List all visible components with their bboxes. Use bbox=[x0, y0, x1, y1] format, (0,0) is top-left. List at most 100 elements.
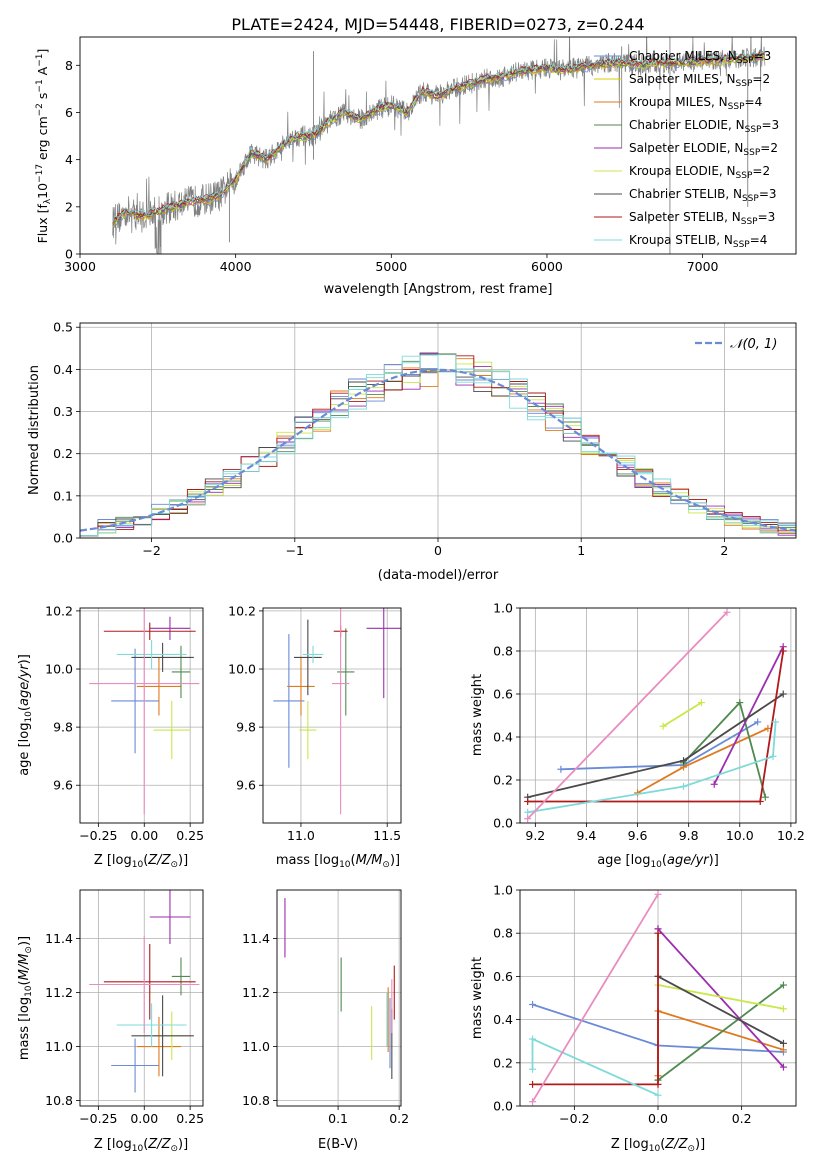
legend-entry-label: Kroupa STELIB, NSSP=4 bbox=[629, 233, 767, 250]
plot-area bbox=[524, 608, 787, 823]
x-axis-label: Z [log10(Z/Z⊙)] bbox=[94, 1137, 188, 1154]
y-tick-label: 0.8 bbox=[493, 926, 513, 941]
y-tick-label: 0.4 bbox=[493, 1012, 513, 1027]
legend-entry-label: Kroupa MILES, NSSP=4 bbox=[629, 95, 762, 112]
axes-frame bbox=[79, 36, 797, 255]
mass-vs-metallicity-panel: −0.25 0.00 0.25 10.8 11.0 11.2 11.4 Z [log10(Z/… bbox=[17, 889, 204, 1154]
mass-weight-series bbox=[657, 975, 784, 1045]
age-vs-mass-panel: 11.0 11.5 9.6 9.8 10.0 10.2 mass [log10(M/M⊙)] bbox=[228, 603, 402, 870]
mass-weight-series bbox=[662, 701, 702, 728]
histogram-x-axis-label: (data-model)/error bbox=[378, 568, 499, 583]
y-tick-label: 9.8 bbox=[53, 720, 73, 735]
y-tick-label: 0.2 bbox=[493, 1055, 513, 1070]
axes-frame bbox=[519, 607, 797, 824]
axes-frame bbox=[79, 889, 204, 1107]
y-tick-label: 4 bbox=[65, 152, 73, 167]
legend-entry-label: 𝒩(0, 1) bbox=[730, 337, 777, 352]
y-tick-label: 1.0 bbox=[493, 601, 513, 616]
x-tick-label: 0.00 bbox=[130, 828, 158, 843]
y-tick-label: 2 bbox=[65, 199, 73, 214]
residual-histogram-panel: −2 −1 0 1 2 0.0 0.1 0.2 0.3 0.4 0.5 𝒩(0, 1) (data-mo… bbox=[27, 320, 797, 583]
x-tick-label: 9.4 bbox=[576, 828, 596, 843]
x-tick-label: 9.6 bbox=[628, 828, 648, 843]
plot-area bbox=[284, 898, 395, 1079]
y-tick-label: 11.2 bbox=[45, 985, 73, 1000]
x-tick-label: 4000 bbox=[220, 259, 252, 274]
mass-weight-series bbox=[657, 928, 785, 1068]
y-tick-label: 9.6 bbox=[53, 778, 73, 793]
y-axis-label: mass [log10(M/M⊙)] bbox=[17, 936, 34, 1060]
mass-weight-series bbox=[527, 721, 777, 814]
y-tick-label: 0.0 bbox=[493, 816, 513, 831]
y-tick-label: 11.0 bbox=[242, 1039, 270, 1054]
x-tick-label: −0.2 bbox=[559, 1111, 589, 1126]
x-tick-label: 11.0 bbox=[287, 828, 315, 843]
x-axis-label: E(B-V) bbox=[318, 1137, 358, 1152]
mass-weight-vs-age-panel: 9.2 9.4 9.6 9.8 10.0 10.2 0.0 0.2 0.4 0.6 0.8 1.0 ag… bbox=[470, 601, 805, 871]
mass-weight-series bbox=[531, 893, 659, 1103]
y-tick-label: 0.2 bbox=[493, 773, 513, 788]
mass-weight-series bbox=[531, 1037, 659, 1097]
axes-frame bbox=[262, 607, 402, 824]
x-tick-label: 11.5 bbox=[373, 828, 401, 843]
model-spectrum-line bbox=[112, 50, 765, 223]
plot-area bbox=[529, 890, 787, 1106]
plot-area bbox=[273, 608, 401, 815]
x-tick-label: 0.2 bbox=[732, 1111, 752, 1126]
y-axis-label: age [log10(age/yr)] bbox=[17, 654, 34, 776]
y-tick-label: 0.2 bbox=[53, 446, 73, 461]
x-tick-label: 9.8 bbox=[679, 828, 699, 843]
y-tick-label: 10.8 bbox=[242, 1093, 270, 1108]
x-tick-label: −0.25 bbox=[79, 1111, 117, 1126]
y-tick-label: 10.8 bbox=[45, 1093, 73, 1108]
x-tick-label: 7000 bbox=[687, 259, 719, 274]
y-tick-label: 10.0 bbox=[228, 662, 256, 677]
x-tick-label: 5000 bbox=[375, 259, 407, 274]
axes-frame bbox=[79, 322, 797, 539]
mass-vs-ebv-panel: 0.1 0.2 10.8 11.0 11.2 11.4 E(B-V) bbox=[242, 889, 409, 1152]
x-tick-label: 0.25 bbox=[176, 1111, 204, 1126]
mass-weight-series bbox=[657, 984, 785, 1081]
x-tick-label: 0.1 bbox=[328, 1111, 348, 1126]
histogram-series bbox=[80, 354, 796, 537]
x-tick-label: −1 bbox=[286, 543, 304, 558]
spectrum-panel: 3000 4000 5000 6000 7000 0 2 4 6 8 wavelength [Ang… bbox=[35, 36, 797, 297]
y-tick-label: 10.2 bbox=[228, 603, 256, 618]
legend-entry-label: Chabrier ELODIE, NSSP=3 bbox=[629, 118, 779, 135]
y-tick-label: 0 bbox=[65, 247, 73, 262]
x-tick-label: 0.25 bbox=[176, 828, 204, 843]
y-tick-label: 0.4 bbox=[493, 730, 513, 745]
x-tick-label: 0.0 bbox=[648, 1111, 668, 1126]
y-tick-label: 0.4 bbox=[53, 362, 73, 377]
legend-entry-label: Kroupa ELODIE, NSSP=2 bbox=[629, 164, 770, 181]
plot-area bbox=[80, 352, 796, 537]
y-tick-label: 0.6 bbox=[493, 687, 513, 702]
axes-frame bbox=[276, 889, 402, 1107]
y-tick-label: 11.4 bbox=[242, 931, 270, 946]
spectrum-x-axis-label: wavelength [Angstrom, rest frame] bbox=[324, 282, 553, 297]
legend-entry-label: Chabrier MILES, NSSP=3 bbox=[629, 49, 771, 66]
x-tick-label: 0.2 bbox=[389, 1111, 409, 1126]
mass-weight-series bbox=[527, 693, 784, 799]
x-tick-label: 10.2 bbox=[777, 828, 805, 843]
y-tick-label: 11.0 bbox=[45, 1039, 73, 1054]
x-tick-label: 9.2 bbox=[525, 828, 545, 843]
axes-frame bbox=[79, 607, 204, 824]
axes-frame bbox=[519, 889, 797, 1107]
x-tick-label: 3000 bbox=[64, 259, 96, 274]
mass-weight-series bbox=[657, 984, 784, 1010]
x-tick-label: −2 bbox=[142, 543, 160, 558]
y-tick-label: 10.0 bbox=[45, 662, 73, 677]
model-spectrum-line bbox=[112, 53, 765, 225]
mass-weight-series bbox=[713, 646, 785, 785]
y-tick-label: 9.8 bbox=[236, 720, 256, 735]
spectrum-y-axis-label: Flux [fλ10−17 erg cm−2 s−1 A−1] bbox=[35, 49, 53, 244]
mass-weight-series bbox=[527, 611, 728, 820]
legend-entry-label: Chabrier STELIB, NSSP=3 bbox=[629, 187, 777, 204]
y-tick-label: 0.0 bbox=[53, 531, 73, 546]
y-axis-label: mass weight bbox=[470, 957, 485, 1039]
y-tick-label: 6 bbox=[65, 105, 73, 120]
x-tick-label: 0.00 bbox=[130, 1111, 158, 1126]
legend-entry-label: Salpeter STELIB, NSSP=3 bbox=[629, 210, 775, 227]
